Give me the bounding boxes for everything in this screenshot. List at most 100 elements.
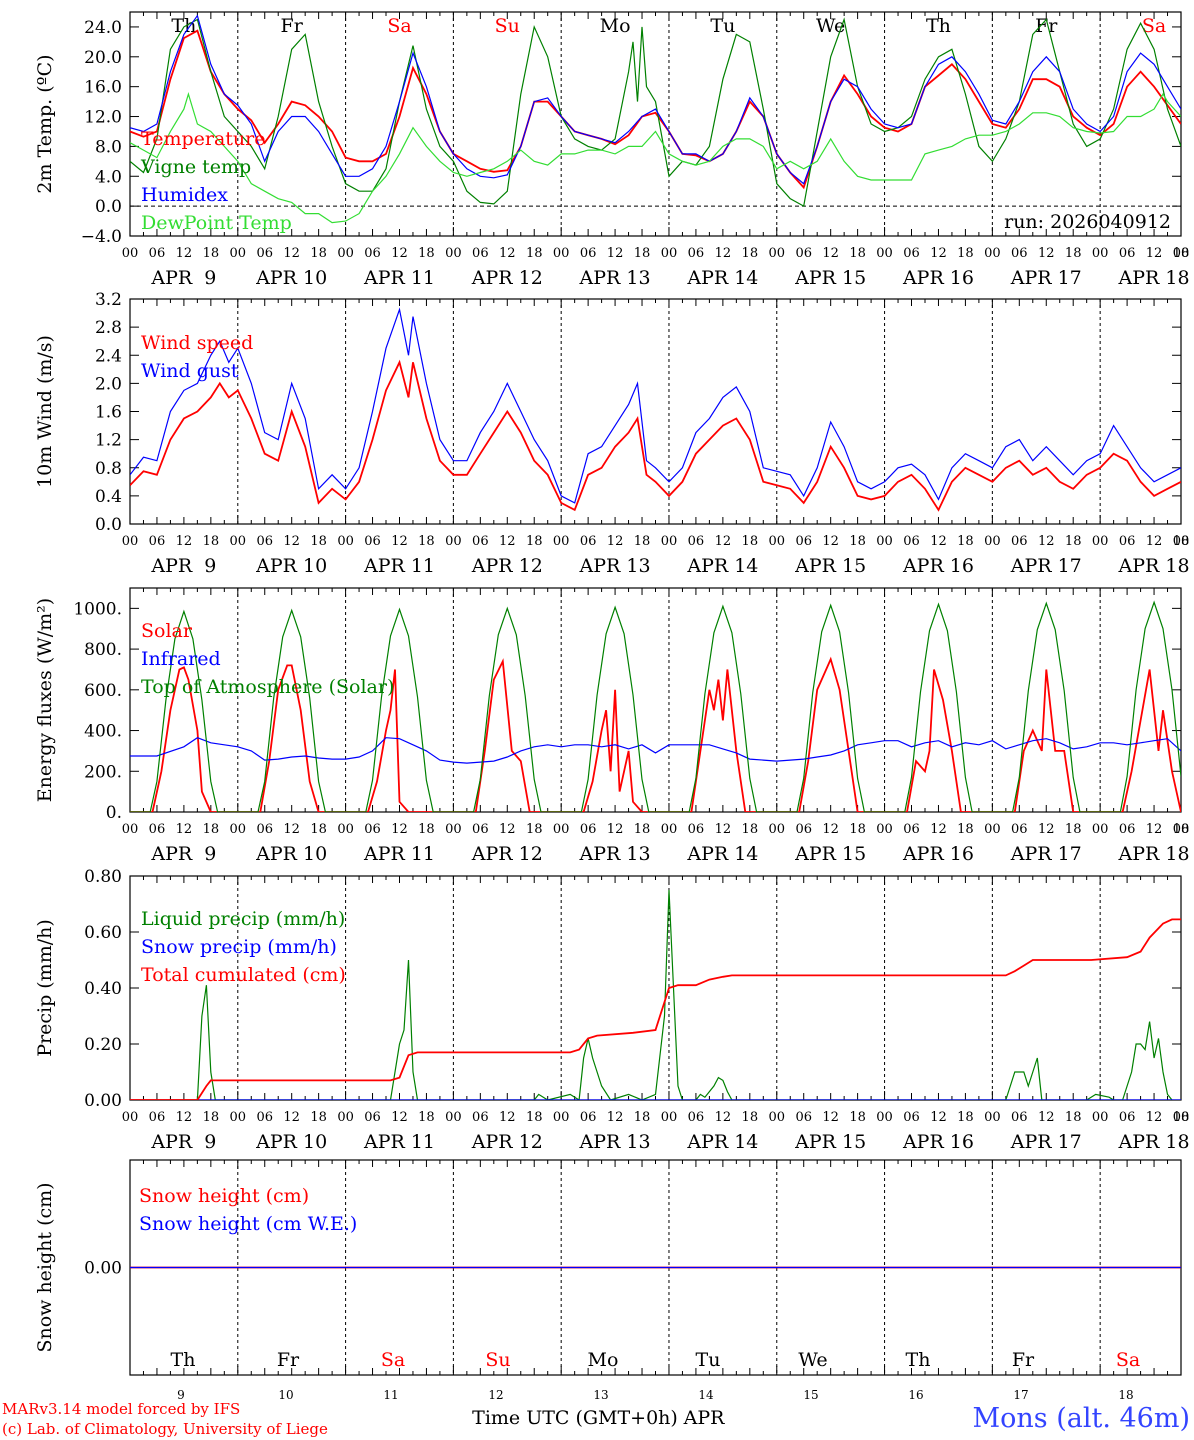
date-label: APR 10 — [255, 555, 327, 577]
hour-tick-label: 00 — [1092, 534, 1109, 549]
bottom-day-number: 18 — [1118, 1388, 1133, 1402]
legend-entry: Infrared — [141, 648, 221, 670]
hour-tick-label: 18 — [742, 246, 759, 261]
hour-tick-label: 06 — [149, 246, 166, 261]
hour-tick-label: 06 — [688, 1110, 705, 1125]
footer-lab-credit: (c) Lab. of Climatology, University of L… — [2, 1420, 328, 1438]
hour-tick-label: 00 — [337, 1110, 354, 1125]
hour-tick-label: 12 — [391, 1110, 408, 1125]
hour-tick-label: 06 — [149, 822, 166, 837]
date-label: APR 10 — [255, 1131, 327, 1153]
y-tick-label: 200. — [84, 762, 122, 782]
bottom-day-number: 10 — [278, 1388, 293, 1402]
bottom-day-names: Th Fr Sa Su Mo Tu We Th Fr Sa — [171, 1349, 1141, 1371]
bottom-day-name: Su — [485, 1349, 510, 1371]
hour-tick-label: 18 — [310, 822, 327, 837]
hour-tick-label: 12 — [283, 246, 300, 261]
hour-tick-label: 18 — [849, 1110, 866, 1125]
legend-entry: Wind speed — [141, 332, 253, 354]
hour-tick-label: 18 — [957, 822, 974, 837]
date-label: APR 17 — [1010, 555, 1082, 577]
day-name: Fr — [281, 15, 304, 37]
hour-tick-label: 06 — [688, 246, 705, 261]
hour-tick-label: 12 — [1038, 534, 1055, 549]
date-label: APR 13 — [579, 843, 651, 865]
hour-tick-label: 18 — [634, 1110, 651, 1125]
hour-tick-label: 18 — [203, 822, 220, 837]
hour-tick-label: 00 — [768, 246, 785, 261]
hour-tick-label: 12 — [1146, 534, 1163, 549]
hour-tick-label: 06 — [580, 534, 597, 549]
date-label: APR 18 — [1118, 843, 1190, 865]
hour-tick-label: 12 — [715, 534, 732, 549]
date-label: APR 18 — [1118, 267, 1190, 289]
y-axis-label: 10m Wind (m/s) — [34, 335, 56, 488]
date-label: APR 18 — [1118, 1131, 1190, 1153]
date-label: APR 9 — [150, 1131, 216, 1153]
legend-entry: Solar — [141, 620, 193, 642]
hour-tick-label: 18 — [310, 534, 327, 549]
hour-tick-label: 12 — [930, 1110, 947, 1125]
hour-tick-label: 12 — [607, 534, 624, 549]
date-label: APR 10 — [255, 843, 327, 865]
date-label: APR 16 — [902, 555, 974, 577]
hour-tick-label: 00 — [661, 534, 678, 549]
day-name: Fr — [1035, 15, 1058, 37]
y-axis-label: Precip (mm/h) — [34, 919, 56, 1057]
legend-entry: Total cumulated (cm) — [141, 964, 346, 986]
day-name: Th — [926, 15, 951, 37]
y-tick-label: 1000. — [73, 599, 122, 619]
y-tick-label: 1.6 — [95, 403, 122, 423]
series-infrared — [130, 737, 1181, 764]
hour-tick-label: 18 — [310, 1110, 327, 1125]
date-label: APR 14 — [686, 555, 758, 577]
panel-5: 0.00 Snow height (cm) Snow height (cm) Snow… — [34, 1159, 1182, 1376]
date-label: APR 15 — [794, 267, 866, 289]
legend-entry: Temperature — [141, 128, 265, 150]
hour-tick-label: 18 — [203, 1110, 220, 1125]
hour-tick-label: 18 — [742, 534, 759, 549]
date-label: APR 16 — [902, 267, 974, 289]
hour-tick-label: 06 — [256, 822, 273, 837]
hour-tick-label: 06 — [472, 534, 489, 549]
hour-tick-label: 18 — [634, 822, 651, 837]
hour-tick-label: 06 — [256, 1110, 273, 1125]
series-dewpoint-temp — [130, 92, 1181, 224]
hour-tick-label: 00 — [1173, 246, 1190, 261]
hour-tick-label: 06 — [1119, 246, 1136, 261]
hour-tick-label: 12 — [1038, 1110, 1055, 1125]
hour-tick-label: 00 — [230, 822, 247, 837]
series-vigne-temp — [130, 17, 1181, 208]
hour-tick-label: 12 — [176, 534, 193, 549]
day-name: Sa — [387, 15, 411, 37]
hour-tick-label: 12 — [607, 822, 624, 837]
hour-tick-label: 00 — [337, 534, 354, 549]
hour-tick-label: 00 — [230, 1110, 247, 1125]
y-tick-label: 2.8 — [95, 318, 122, 338]
hour-tick-label: 18 — [526, 534, 543, 549]
bottom-day-number: 16 — [908, 1388, 923, 1402]
hour-tick-label: 18 — [526, 822, 543, 837]
bottom-day-number: 13 — [593, 1388, 608, 1402]
date-label: APR 10 — [255, 267, 327, 289]
hour-tick-label: 06 — [580, 246, 597, 261]
hour-tick-label: 00 — [230, 246, 247, 261]
hour-tick-label: 18 — [1065, 246, 1082, 261]
bottom-day-name: We — [798, 1349, 827, 1371]
date-label: APR 15 — [794, 843, 866, 865]
day-name: Mo — [600, 15, 631, 37]
y-axis-label: Snow height (cm) — [34, 1182, 56, 1352]
hour-tick-label: 12 — [715, 1110, 732, 1125]
hour-tick-label: 18 — [418, 1110, 435, 1125]
date-label: APR 12 — [471, 843, 543, 865]
hour-tick-label: 00 — [876, 822, 893, 837]
bottom-day-number: 14 — [698, 1388, 714, 1402]
date-label: APR 9 — [150, 555, 216, 577]
hour-tick-label: 06 — [795, 246, 812, 261]
day-name: We — [816, 15, 845, 37]
y-tick-label: 400. — [84, 722, 122, 742]
date-label: APR 12 — [471, 555, 543, 577]
y-tick-label: 1.2 — [95, 431, 122, 451]
hour-tick-label: 18 — [849, 246, 866, 261]
footer-model-credit: MARv3.14 model forced by IFS — [2, 1400, 240, 1418]
